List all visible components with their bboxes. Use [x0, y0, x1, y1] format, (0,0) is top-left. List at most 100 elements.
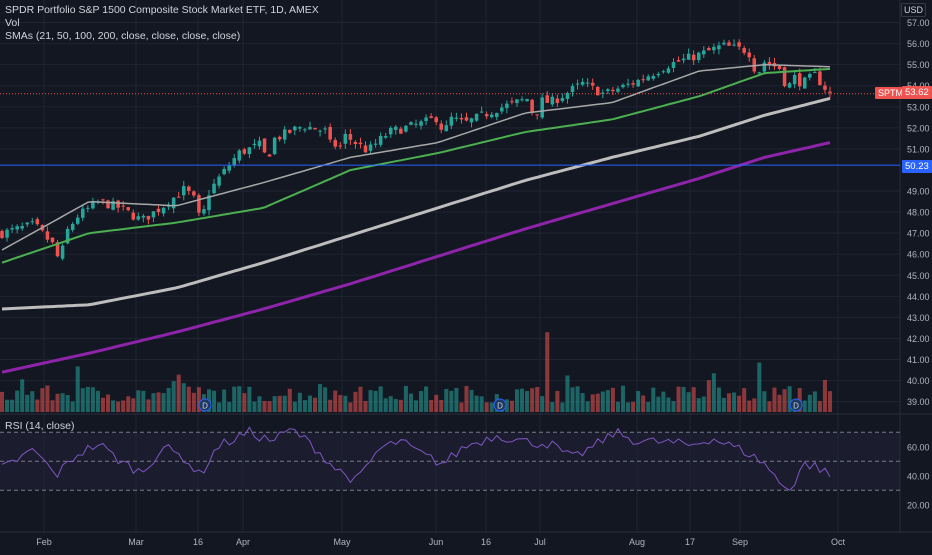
volume-bar — [424, 386, 429, 412]
candle-body — [227, 165, 231, 171]
volume-bar — [393, 399, 398, 412]
volume-bar — [30, 391, 35, 412]
candle-body — [454, 117, 459, 119]
candle-body — [747, 52, 751, 58]
volume-bar — [252, 401, 257, 412]
volume-bar — [747, 400, 752, 412]
volume-bar — [560, 402, 565, 412]
candle-body — [394, 126, 398, 130]
volume-bar — [20, 379, 25, 412]
candle-body — [308, 126, 312, 130]
candle-body — [0, 230, 4, 238]
time-tick-label: Aug — [629, 537, 645, 547]
candle-body — [207, 195, 211, 211]
volume-bar — [262, 400, 267, 412]
candle-body — [823, 85, 827, 90]
candle-body — [328, 126, 332, 140]
volume-bar — [550, 401, 555, 412]
candle-body — [722, 42, 726, 45]
candle-body — [550, 96, 555, 105]
candle-body — [717, 45, 721, 50]
candle-body — [318, 130, 322, 132]
candle-body — [585, 82, 590, 84]
volume-bar — [277, 395, 282, 412]
line-price-tag: 50.23 — [902, 160, 932, 173]
volume-bar — [474, 395, 479, 412]
candle-body — [45, 231, 50, 240]
time-tick-label: Jun — [429, 537, 444, 547]
volume-bar — [636, 390, 641, 412]
candle-body — [368, 144, 373, 151]
price-tick-label: 41.00 — [907, 355, 930, 365]
candle-body — [358, 142, 363, 145]
candle-body — [681, 58, 686, 61]
sma100-line — [1, 96, 831, 311]
candle-body — [267, 154, 272, 157]
volume-bar — [605, 390, 610, 412]
candle-body — [479, 111, 484, 113]
volume-bar — [787, 386, 792, 412]
volume-bar — [151, 393, 156, 412]
price-tick-label: 43.00 — [907, 313, 930, 323]
candle-body — [313, 127, 317, 130]
currency-label[interactable]: USD — [900, 3, 926, 17]
candle-body — [348, 133, 353, 140]
price-tick-label: 45.00 — [907, 271, 930, 281]
volume-bar — [70, 401, 75, 412]
volume-bar — [247, 386, 252, 412]
candle-body — [35, 219, 40, 225]
candle-body — [656, 73, 661, 76]
dividend-marker: D — [198, 398, 212, 412]
volume-bar — [267, 401, 272, 412]
candle-body — [469, 118, 474, 123]
volume-bar — [368, 390, 373, 412]
volume-bar — [136, 390, 141, 412]
candle-body — [434, 117, 438, 123]
volume-bar — [535, 387, 540, 412]
candle-body — [257, 140, 262, 147]
volume-bar — [25, 394, 30, 412]
volume-bar — [75, 366, 80, 412]
volume-bar — [626, 402, 631, 412]
volume-bar — [217, 402, 222, 412]
volume-bar — [0, 391, 5, 412]
chart-legend: SPDR Portfolio S&P 1500 Composite Stock … — [5, 4, 319, 43]
candle-body — [792, 74, 797, 85]
volume-bar — [388, 396, 393, 412]
volume-bar — [706, 380, 711, 412]
volume-bar — [323, 387, 328, 412]
volume-bar — [575, 386, 580, 412]
volume-bar — [292, 401, 297, 412]
volume-bar — [666, 397, 671, 412]
volume-bar — [615, 401, 620, 412]
candle-body — [146, 215, 151, 220]
volume-bar — [777, 394, 782, 412]
volume-bar — [156, 392, 161, 412]
volume-bar — [378, 386, 383, 412]
volume-bar — [60, 393, 65, 412]
dividend-circle — [789, 398, 803, 412]
candle-body — [449, 116, 454, 126]
candle-body — [242, 149, 247, 154]
candle-body — [414, 123, 418, 125]
volume-bar — [727, 393, 732, 412]
candle-body — [787, 83, 792, 88]
candle-body — [55, 242, 60, 257]
sma50-line — [1, 67, 831, 264]
candle-body — [298, 127, 302, 129]
dividend-marker: D — [789, 398, 803, 412]
volume-bar — [434, 394, 439, 412]
volume-bar — [646, 401, 651, 412]
volume-bar — [610, 387, 615, 412]
candle-body — [646, 76, 651, 81]
volume-bar — [106, 394, 111, 412]
candle-body — [459, 118, 464, 120]
candle-body — [272, 137, 277, 155]
volume-bar — [171, 381, 176, 412]
volume-bar — [297, 392, 302, 412]
time-tick-label: Oct — [831, 537, 846, 547]
candle-body — [75, 217, 80, 224]
volume-bar — [348, 402, 353, 412]
